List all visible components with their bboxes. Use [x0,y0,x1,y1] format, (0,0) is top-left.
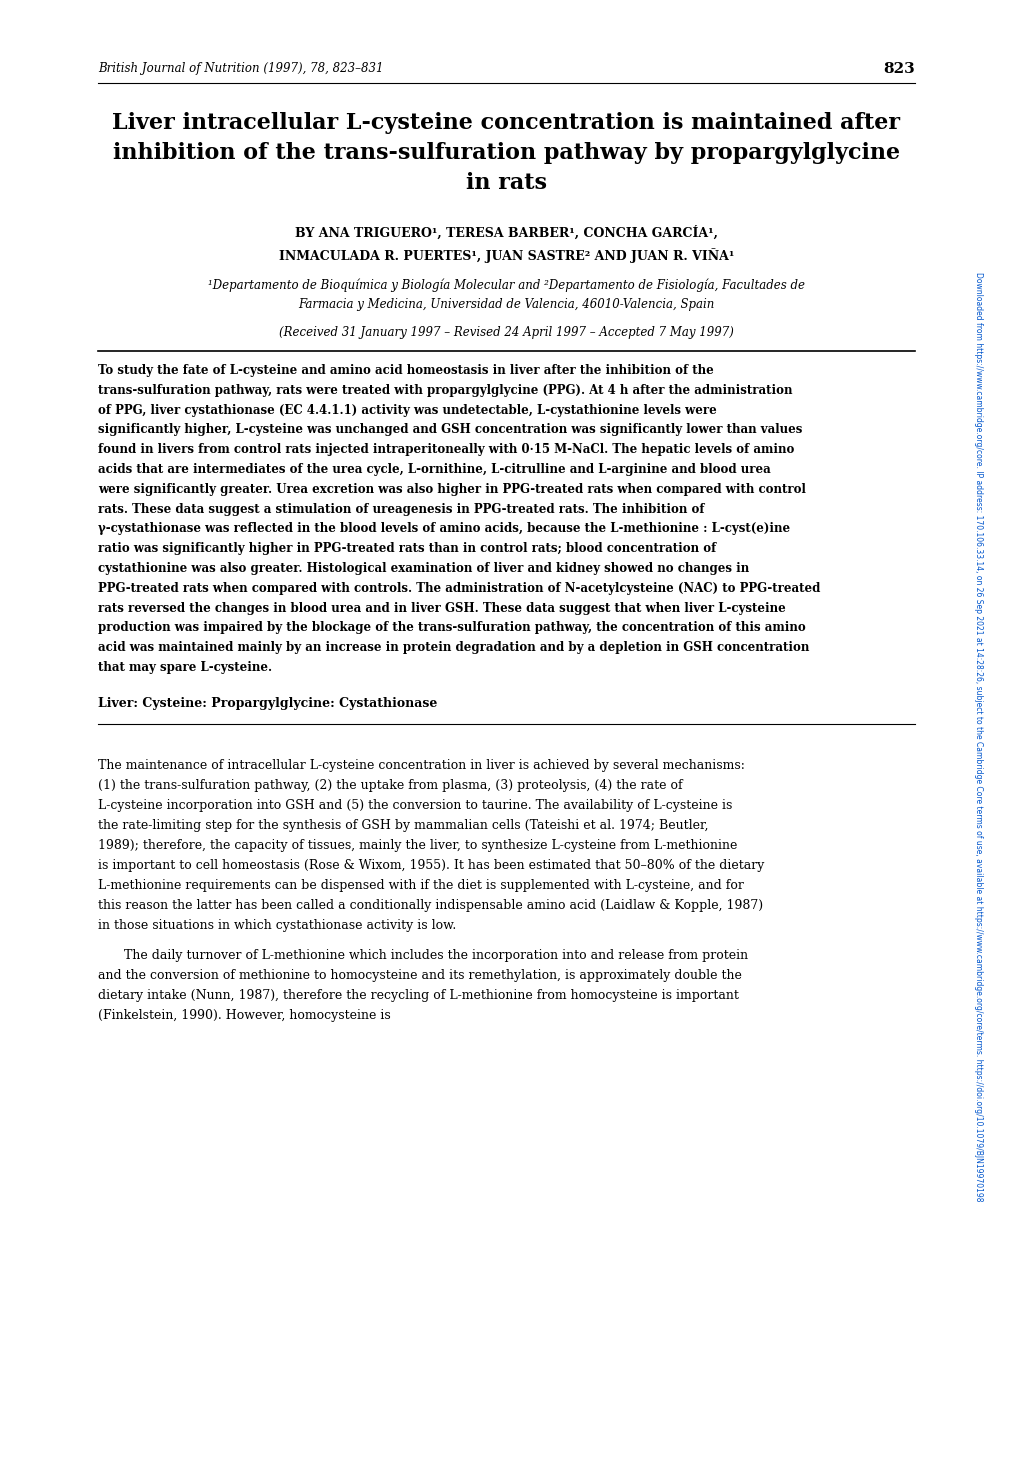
Text: Liver: Cysteine: Propargylglycine: Cystathionase: Liver: Cysteine: Propargylglycine: Cysta… [98,697,437,710]
Text: INMACULADA R. PUERTES¹, JUAN SASTRE² AND JUAN R. VIÑA¹: INMACULADA R. PUERTES¹, JUAN SASTRE² AND… [278,247,734,262]
Text: Farmacia y Medicina, Universidad de Valencia, 46010-Valencia, Spain: Farmacia y Medicina, Universidad de Vale… [298,298,714,311]
Text: 823: 823 [882,62,914,77]
Text: (Received 31 January 1997 – Revised 24 April 1997 – Accepted 7 May 1997): (Received 31 January 1997 – Revised 24 A… [279,326,734,339]
Text: L-methionine requirements can be dispensed with if the diet is supplemented with: L-methionine requirements can be dispens… [98,879,743,891]
Text: in those situations in which cystathionase activity is low.: in those situations in which cystathiona… [98,919,455,932]
Text: L-cysteine incorporation into GSH and (5) the conversion to taurine. The availab: L-cysteine incorporation into GSH and (5… [98,798,732,812]
Text: cystathionine was also greater. Histological examination of liver and kidney sho: cystathionine was also greater. Histolog… [98,563,749,574]
Text: PPG-treated rats when compared with controls. The administration of N-acetylcyst: PPG-treated rats when compared with cont… [98,582,819,595]
Text: Liver intracellular L-cysteine concentration is maintained after: Liver intracellular L-cysteine concentra… [112,112,900,134]
Text: this reason the latter has been called a conditionally indispensable amino acid : this reason the latter has been called a… [98,899,762,912]
Text: (1) the trans-sulfuration pathway, (2) the uptake from plasma, (3) proteolysis, : (1) the trans-sulfuration pathway, (2) t… [98,779,682,792]
Text: rats. These data suggest a stimulation of ureagenesis in PPG-treated rats. The i: rats. These data suggest a stimulation o… [98,502,704,516]
Text: significantly higher, L-cysteine was unchanged and GSH concentration was signifi: significantly higher, L-cysteine was unc… [98,423,802,436]
Text: found in livers from control rats injected intraperitoneally with 0·15 M-NaCl. T: found in livers from control rats inject… [98,443,794,457]
Text: acids that are intermediates of the urea cycle, L-ornithine, L-citrulline and L-: acids that are intermediates of the urea… [98,463,770,476]
Text: γ-cystathionase was reflected in the blood levels of amino acids, because the L-: γ-cystathionase was reflected in the blo… [98,523,790,535]
Text: British Journal of Nutrition (1997), 78, 823–831: British Journal of Nutrition (1997), 78,… [98,62,383,75]
Text: trans-sulfuration pathway, rats were treated with propargylglycine (PPG). At 4 h: trans-sulfuration pathway, rats were tre… [98,384,792,396]
Text: in rats: in rats [466,172,546,194]
Text: the rate-limiting step for the synthesis of GSH by mammalian cells (Tateishi et : the rate-limiting step for the synthesis… [98,819,708,832]
Text: rats reversed the changes in blood urea and in liver GSH. These data suggest tha: rats reversed the changes in blood urea … [98,601,785,614]
Text: and the conversion of methionine to homocysteine and its remethylation, is appro: and the conversion of methionine to homo… [98,969,741,982]
Text: BY ANA TRIGUERO¹, TERESA BARBER¹, CONCHA GARCÍA¹,: BY ANA TRIGUERO¹, TERESA BARBER¹, CONCHA… [294,225,717,240]
Text: dietary intake (Nunn, 1987), therefore the recycling of L-methionine from homocy: dietary intake (Nunn, 1987), therefore t… [98,988,738,1002]
Text: of PPG, liver cystathionase (EC 4.4.1.1) activity was undetectable, L-cystathion: of PPG, liver cystathionase (EC 4.4.1.1)… [98,404,716,417]
Text: acid was maintained mainly by an increase in protein degradation and by a deplet: acid was maintained mainly by an increas… [98,641,809,654]
Text: ¹Departamento de Bioquímica y Biología Molecular and ²Departamento de Fisiología: ¹Departamento de Bioquímica y Biología M… [208,278,804,292]
Text: production was impaired by the blockage of the trans-sulfuration pathway, the co: production was impaired by the blockage … [98,622,805,635]
Text: inhibition of the trans-sulfuration pathway by propargylglycine: inhibition of the trans-sulfuration path… [113,141,899,164]
Text: (Finkelstein, 1990). However, homocysteine is: (Finkelstein, 1990). However, homocystei… [98,1009,390,1022]
Text: The maintenance of intracellular L-cysteine concentration in liver is achieved b: The maintenance of intracellular L-cyste… [98,759,744,772]
Text: that may spare L-cysteine.: that may spare L-cysteine. [98,661,272,675]
Text: were significantly greater. Urea excretion was also higher in PPG-treated rats w: were significantly greater. Urea excreti… [98,483,805,496]
Text: 1989); therefore, the capacity of tissues, mainly the liver, to synthesize L-cys: 1989); therefore, the capacity of tissue… [98,838,737,851]
Text: The daily turnover of L-methionine which includes the incorporation into and rel: The daily turnover of L-methionine which… [124,949,747,962]
Text: is important to cell homeostasis (Rose & Wixom, 1955). It has been estimated tha: is important to cell homeostasis (Rose &… [98,859,763,872]
Text: Downloaded from https://www.cambridge.org/core. IP address: 170.106.33.14, on 26: Downloaded from https://www.cambridge.or… [972,271,981,1202]
Text: ratio was significantly higher in PPG-treated rats than in control rats; blood c: ratio was significantly higher in PPG-tr… [98,542,715,555]
Text: To study the fate of L-cysteine and amino acid homeostasis in liver after the in: To study the fate of L-cysteine and amin… [98,364,713,377]
